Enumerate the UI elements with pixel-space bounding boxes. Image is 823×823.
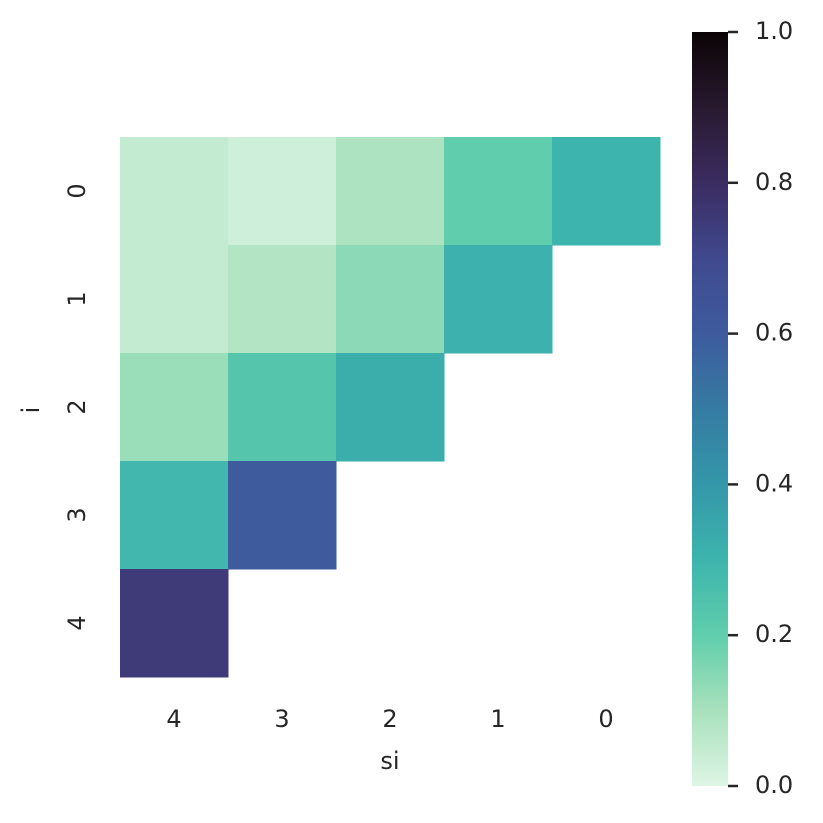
x-tick-label: 1 bbox=[490, 705, 505, 733]
y-axis-label: i bbox=[17, 407, 45, 414]
heatmap-cell bbox=[336, 245, 445, 354]
y-tick-label: 2 bbox=[63, 399, 91, 414]
y-tick-label: 0 bbox=[63, 183, 91, 198]
x-tick-label: 2 bbox=[382, 705, 397, 733]
y-tick-label: 4 bbox=[63, 615, 91, 630]
colorbar-tick-label: 0.4 bbox=[755, 469, 793, 497]
heatmap-cell bbox=[228, 461, 337, 570]
colorbar-tick-label: 0.0 bbox=[755, 771, 793, 799]
heatmap-cell bbox=[552, 137, 661, 246]
heatmap-cell bbox=[228, 137, 337, 246]
heatmap-cell bbox=[444, 137, 553, 246]
colorbar bbox=[692, 32, 728, 786]
x-axis-label: si bbox=[380, 747, 399, 775]
heatmap-cell bbox=[120, 461, 229, 570]
heatmap-cell bbox=[336, 353, 445, 462]
heatmap-cell bbox=[228, 245, 337, 354]
heatmap-cell bbox=[120, 353, 229, 462]
heatmap-cell bbox=[120, 245, 229, 354]
y-tick-label: 3 bbox=[63, 507, 91, 522]
y-tick-label: 1 bbox=[63, 291, 91, 306]
heatmap-cell bbox=[228, 353, 337, 462]
colorbar-tick-label: 1.0 bbox=[755, 17, 793, 45]
heatmap-cell bbox=[336, 137, 445, 246]
x-tick-label: 4 bbox=[166, 705, 181, 733]
colorbar-tick-label: 0.2 bbox=[755, 620, 793, 648]
x-tick-label: 0 bbox=[598, 705, 613, 733]
heatmap-cell bbox=[444, 245, 553, 354]
heatmap-cell bbox=[120, 137, 229, 246]
heatmap-cell bbox=[120, 569, 229, 678]
x-tick-label: 3 bbox=[274, 705, 289, 733]
colorbar-tick-label: 0.6 bbox=[755, 319, 793, 347]
colorbar-tick-label: 0.8 bbox=[755, 168, 793, 196]
